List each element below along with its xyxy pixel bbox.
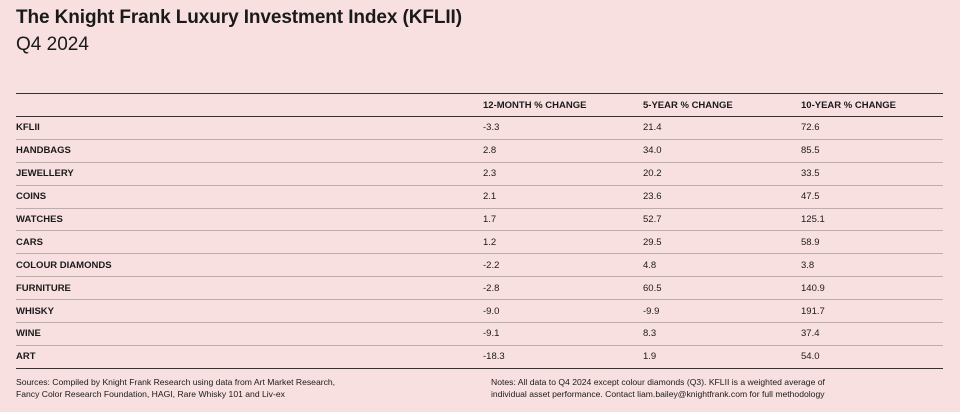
twelve-month-change-cell: 2.8 bbox=[483, 145, 497, 157]
column-header-12-month: 12-MONTH % CHANGE bbox=[483, 99, 587, 111]
ten-year-change-cell: 37.4 bbox=[801, 328, 820, 340]
table-row: COINS 2.1 23.6 47.5 bbox=[16, 185, 943, 209]
table-row: ART -18.3 1.9 54.0 bbox=[16, 345, 943, 369]
table-row: JEWELLERY 2.3 20.2 33.5 bbox=[16, 162, 943, 186]
five-year-change-cell: 52.7 bbox=[643, 214, 662, 225]
column-header-10-year: 10-YEAR % CHANGE bbox=[801, 99, 897, 111]
index-table: 12-MONTH % CHANGE 5-YEAR % CHANGE 10-YEA… bbox=[16, 94, 943, 369]
ten-year-change-cell: 33.5 bbox=[801, 168, 820, 180]
table-header-row: 12-MONTH % CHANGE 5-YEAR % CHANGE 10-YEA… bbox=[16, 94, 943, 117]
methodology-note: Notes: All data to Q4 2024 except colour… bbox=[491, 376, 946, 400]
twelve-month-change-cell: -3.3 bbox=[483, 122, 500, 134]
asset-cell: COLOUR DIAMONDS bbox=[16, 259, 112, 271]
ten-year-change-cell: 72.6 bbox=[801, 122, 820, 134]
ten-year-change-cell: 140.9 bbox=[801, 282, 825, 294]
ten-year-change-cell: 191.7 bbox=[801, 305, 825, 317]
asset-cell: HANDBAGS bbox=[16, 145, 71, 157]
notes-line: Notes: All data to Q4 2024 except colour… bbox=[491, 377, 825, 387]
twelve-month-change-cell: -2.2 bbox=[483, 259, 500, 271]
ten-year-change-cell: 3.8 bbox=[801, 259, 815, 271]
asset-cell: CARS bbox=[16, 236, 43, 248]
document-title: The Knight Frank Luxury Investment Index… bbox=[16, 7, 462, 28]
ten-year-change-cell: 47.5 bbox=[801, 191, 820, 203]
five-year-change-cell: 21.4 bbox=[643, 122, 662, 134]
column-header-5-year: 5-YEAR % CHANGE bbox=[643, 99, 733, 111]
twelve-month-change-cell: -9.1 bbox=[483, 328, 500, 340]
notes-line: individual asset performance. Contact li… bbox=[491, 389, 825, 399]
twelve-month-change-cell: 2.1 bbox=[483, 191, 497, 203]
five-year-change-cell: 29.5 bbox=[643, 236, 662, 248]
ten-year-change-cell: 58.9 bbox=[801, 236, 820, 248]
five-year-change-cell: 20.2 bbox=[643, 168, 662, 180]
table-row: CARS 1.2 29.5 58.9 bbox=[16, 231, 943, 254]
table-row: WHISKY -9.0 -9.9 191.7 bbox=[16, 300, 943, 323]
table-row: HANDBAGS 2.8 34.0 85.5 bbox=[16, 139, 943, 163]
five-year-change-cell: 1.9 bbox=[643, 351, 657, 363]
table-row: COLOUR DIAMONDS -2.2 4.8 3.8 bbox=[16, 254, 943, 277]
sources-line: Sources: Compiled by Knight Frank Resear… bbox=[16, 377, 336, 387]
asset-cell: WATCHES bbox=[16, 214, 63, 225]
table-row: WINE -9.1 8.3 37.4 bbox=[16, 323, 943, 346]
sources-line: Fancy Color Research Foundation, HAGI, R… bbox=[16, 389, 285, 399]
asset-cell: JEWELLERY bbox=[16, 168, 74, 180]
asset-cell: KFLII bbox=[16, 122, 40, 134]
ten-year-change-cell: 85.5 bbox=[801, 145, 820, 157]
column-header-asset bbox=[16, 94, 483, 117]
asset-cell: COINS bbox=[16, 191, 47, 203]
twelve-month-change-cell: 2.3 bbox=[483, 168, 497, 180]
ten-year-change-cell: 54.0 bbox=[801, 351, 820, 363]
table-row: WATCHES 1.7 52.7 125.1 bbox=[16, 208, 943, 231]
five-year-change-cell: 4.8 bbox=[643, 259, 657, 271]
five-year-change-cell: 23.6 bbox=[643, 191, 662, 203]
five-year-change-cell: 60.5 bbox=[643, 282, 662, 294]
five-year-change-cell: 34.0 bbox=[643, 145, 662, 157]
table-row: FURNITURE -2.8 60.5 140.9 bbox=[16, 277, 943, 300]
table-row: KFLII -3.3 21.4 72.6 bbox=[16, 117, 943, 140]
twelve-month-change-cell: -2.8 bbox=[483, 282, 500, 294]
twelve-month-change-cell: 1.2 bbox=[483, 236, 497, 248]
document-subtitle: Q4 2024 bbox=[16, 34, 89, 55]
five-year-change-cell: -9.9 bbox=[643, 305, 660, 317]
asset-cell: ART bbox=[16, 351, 36, 363]
asset-cell: WINE bbox=[16, 328, 41, 340]
table-body: KFLII -3.3 21.4 72.6 HANDBAGS 2.8 34.0 85.5 JEWE… bbox=[16, 117, 943, 369]
asset-cell: FURNITURE bbox=[16, 282, 71, 294]
five-year-change-cell: 8.3 bbox=[643, 328, 657, 340]
index-table-container: 12-MONTH % CHANGE 5-YEAR % CHANGE 10-YEA… bbox=[16, 93, 943, 369]
twelve-month-change-cell: -9.0 bbox=[483, 305, 500, 317]
sources-note: Sources: Compiled by Knight Frank Resear… bbox=[16, 376, 456, 400]
asset-cell: WHISKY bbox=[16, 305, 54, 317]
twelve-month-change-cell: 1.7 bbox=[483, 214, 497, 225]
ten-year-change-cell: 125.1 bbox=[801, 214, 825, 225]
twelve-month-change-cell: -18.3 bbox=[483, 351, 505, 363]
